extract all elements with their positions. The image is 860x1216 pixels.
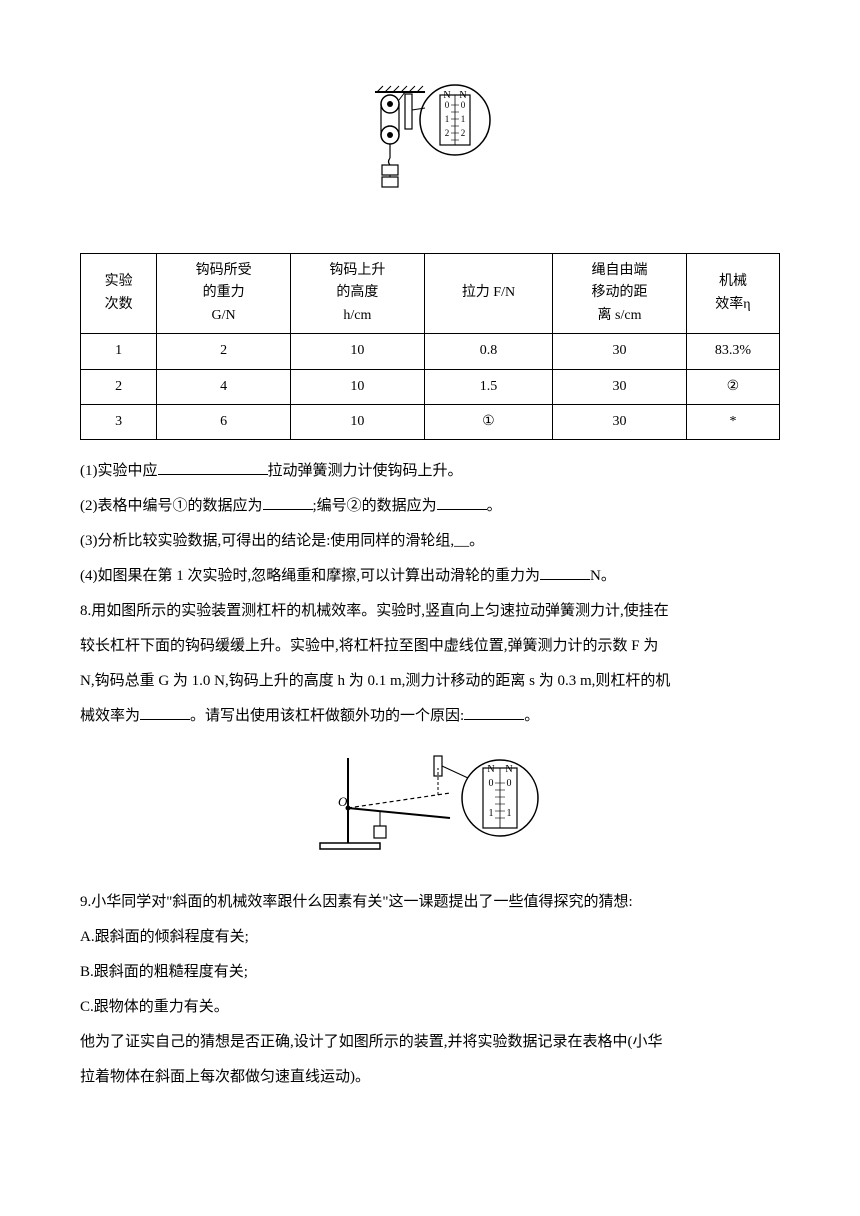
fill-blank: [464, 705, 524, 720]
svg-text:0: 0: [445, 100, 450, 110]
fill-blank: [263, 495, 313, 510]
cell: 0.8: [424, 334, 552, 369]
cell: 1: [81, 334, 157, 369]
svg-text:2: 2: [461, 128, 466, 138]
question-9-line2: 他为了证实自己的猜想是否正确,设计了如图所示的装置,并将实验数据记录在表格中(小…: [80, 1026, 780, 1059]
cell: ②: [686, 369, 779, 404]
svg-text:N: N: [487, 764, 494, 775]
figure-pulley: N N 0 0 1 1 2 2: [80, 80, 780, 233]
svg-text:0: 0: [461, 100, 466, 110]
table-row: 3 6 10 ① 30 *: [81, 404, 780, 439]
svg-text:1: 1: [489, 808, 494, 819]
fill-blank: [158, 460, 268, 475]
fill-blank: [140, 705, 190, 720]
svg-text:0: 0: [489, 778, 494, 789]
cell: 3: [81, 404, 157, 439]
cell: 6: [157, 404, 291, 439]
question-8-line3: N,钩码总重 G 为 1.0 N,钩码上升的高度 h 为 0.1 m,测力计移动…: [80, 665, 780, 698]
cell: 4: [157, 369, 291, 404]
svg-text:2: 2: [445, 128, 450, 138]
cell: 1.5: [424, 369, 552, 404]
table-row: 1 2 10 0.8 30 83.3%: [81, 334, 780, 369]
data-table: 实验 次数 钩码所受 的重力 G/N 钩码上升 的高度 h/cm 拉力 F/N …: [80, 253, 780, 440]
lever-diagram: O N N 0 0 1 1: [310, 748, 550, 858]
col-header: 拉力 F/N: [424, 254, 552, 334]
svg-text:0: 0: [507, 778, 512, 789]
cell: ①: [424, 404, 552, 439]
cell: 30: [553, 369, 687, 404]
cell: 30: [553, 404, 687, 439]
table-header-row: 实验 次数 钩码所受 的重力 G/N 钩码上升 的高度 h/cm 拉力 F/N …: [81, 254, 780, 334]
cell: 10: [291, 334, 425, 369]
question-1: (1)实验中应拉动弹簧测力计使钩码上升。: [80, 455, 780, 488]
question-9-line1: 9.小华同学对"斜面的机械效率跟什么因素有关"这一课题提出了一些值得探究的猜想:: [80, 886, 780, 919]
question-4: (4)如图果在第 1 次实验时,忽略绳重和摩擦,可以计算出动滑轮的重力为N。: [80, 560, 780, 593]
svg-text:O: O: [338, 794, 348, 809]
question-9-line3: 拉着物体在斜面上每次都做匀速直线运动)。: [80, 1061, 780, 1094]
question-9-optB: B.跟斜面的粗糙程度有关;: [80, 956, 780, 989]
question-8-line4: 械效率为。请写出使用该杠杆做额外功的一个原因:。: [80, 700, 780, 733]
cell: 83.3%: [686, 334, 779, 369]
cell: *: [686, 404, 779, 439]
col-header: 钩码所受 的重力 G/N: [157, 254, 291, 334]
svg-text:N: N: [505, 764, 512, 775]
svg-text:1: 1: [507, 808, 512, 819]
cell: 10: [291, 369, 425, 404]
col-header: 实验 次数: [81, 254, 157, 334]
cell: 30: [553, 334, 687, 369]
question-9-optA: A.跟斜面的倾斜程度有关;: [80, 921, 780, 954]
question-9-optC: C.跟物体的重力有关。: [80, 991, 780, 1024]
question-8-line2: 较长杠杆下面的钩码缓缓上升。实验中,将杠杆拉至图中虚线位置,弹簧测力计的示数 F…: [80, 630, 780, 663]
pulley-diagram: N N 0 0 1 1 2 2: [355, 80, 505, 220]
fill-blank: [437, 495, 487, 510]
cell: 2: [157, 334, 291, 369]
col-header: 绳自由端 移动的距 离 s/cm: [553, 254, 687, 334]
question-2: (2)表格中编号①的数据应为;编号②的数据应为。: [80, 490, 780, 523]
question-3: (3)分析比较实验数据,可得出的结论是:使用同样的滑轮组,__。: [80, 525, 780, 558]
svg-text:1: 1: [461, 114, 466, 124]
svg-text:1: 1: [445, 114, 450, 124]
col-header: 钩码上升 的高度 h/cm: [291, 254, 425, 334]
col-header: 机械 效率η: [686, 254, 779, 334]
question-8-line1: 8.用如图所示的实验装置测杠杆的机械效率。实验时,竖直向上匀速拉动弹簧测力计,使…: [80, 595, 780, 628]
cell: 2: [81, 369, 157, 404]
cell: 10: [291, 404, 425, 439]
figure-lever: O N N 0 0 1 1: [80, 748, 780, 871]
fill-blank: [540, 565, 590, 580]
table-row: 2 4 10 1.5 30 ②: [81, 369, 780, 404]
